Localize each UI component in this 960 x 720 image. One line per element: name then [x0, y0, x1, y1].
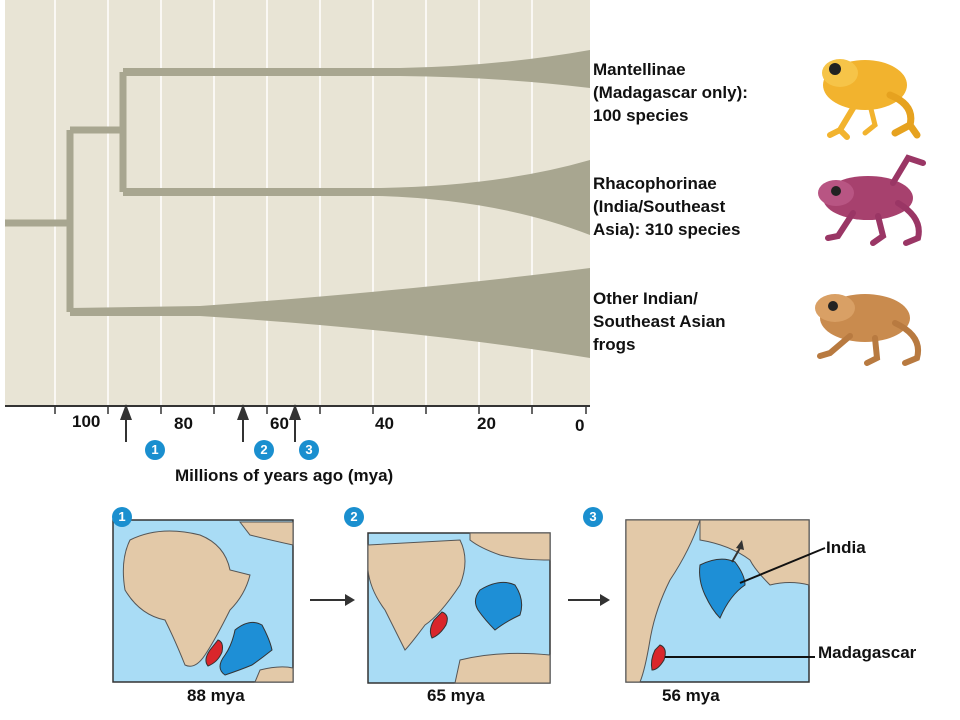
tick-label: 60: [270, 414, 289, 433]
map-badge-1: 1: [112, 507, 132, 527]
map-56-mya: [625, 519, 810, 683]
antarctica-shape: [454, 652, 551, 684]
axis-title: Millions of years ago (mya): [175, 466, 394, 485]
clade-label-line: (India/Southeast: [593, 197, 726, 216]
tick-label: 0: [575, 416, 585, 435]
tree-branches: [5, 50, 590, 358]
clade-label-line: frogs: [593, 335, 636, 354]
antarctica-shape: [254, 666, 294, 683]
map-88-mya: [112, 519, 294, 683]
madagascar-label: Madagascar: [818, 643, 917, 662]
india-motion-arrow: [731, 547, 741, 563]
frog-brown-icon: [815, 294, 921, 366]
wedge-other-frogs: [70, 268, 590, 358]
india-leader-line: [739, 547, 826, 584]
tick-label: 80: [174, 414, 193, 433]
asia-shape: [699, 519, 810, 586]
clade-label-line: Rhacophorinae: [593, 174, 717, 193]
phylogeny-svg: [5, 0, 926, 442]
maps-svg: [112, 519, 826, 684]
event-badge-1: 1: [145, 440, 165, 460]
event-arrows: [120, 404, 301, 442]
time-axis: [5, 405, 590, 414]
map-65-mya: [367, 532, 551, 684]
tick-label: 40: [375, 414, 394, 433]
africa-shape: [625, 519, 701, 683]
africa-shape: [122, 530, 251, 667]
clade-label-line: Other Indian/: [593, 289, 698, 308]
landmass-top-right: [469, 532, 551, 561]
wedge-mantellinae: [123, 50, 590, 88]
clade-label-line: Mantellinae: [593, 60, 686, 79]
madagascar-shape: [205, 639, 223, 667]
india-shape: [474, 581, 523, 631]
india-shape: [219, 621, 273, 676]
madagascar-shape: [429, 611, 448, 639]
clade-label-mantellinae: Mantellinae (Madagascar only): 100 speci…: [593, 58, 748, 127]
africa-shape: [367, 539, 466, 651]
wedge-rhacophorinae: [123, 160, 590, 235]
landmass-top-right: [238, 521, 294, 546]
clade-label-line: 100 species: [593, 106, 689, 125]
event-badge-2: 2: [254, 440, 274, 460]
madagascar-shape: [650, 644, 666, 671]
clade-label-line: Southeast Asian: [593, 312, 726, 331]
clade-label-other-frogs: Other Indian/ Southeast Asian frogs: [593, 287, 726, 356]
map-badge-3: 3: [583, 507, 603, 527]
tick-label: 20: [477, 414, 496, 433]
india-label: India: [826, 538, 866, 557]
clade-label-line: (Madagascar only):: [593, 83, 748, 102]
map-caption-3: 56 mya: [662, 686, 720, 705]
clade-label-line: Asia): 310 species: [593, 220, 741, 239]
frog-yellow-icon: [822, 59, 921, 140]
map-badge-2: 2: [344, 507, 364, 527]
event-badge-3: 3: [299, 440, 319, 460]
frog-purple-icon: [818, 154, 926, 246]
clade-label-rhacophorinae: Rhacophorinae (India/Southeast Asia): 31…: [593, 172, 740, 241]
map-caption-1: 88 mya: [187, 686, 245, 705]
tick-label: 100: [72, 412, 101, 431]
map-caption-2: 65 mya: [427, 686, 485, 705]
